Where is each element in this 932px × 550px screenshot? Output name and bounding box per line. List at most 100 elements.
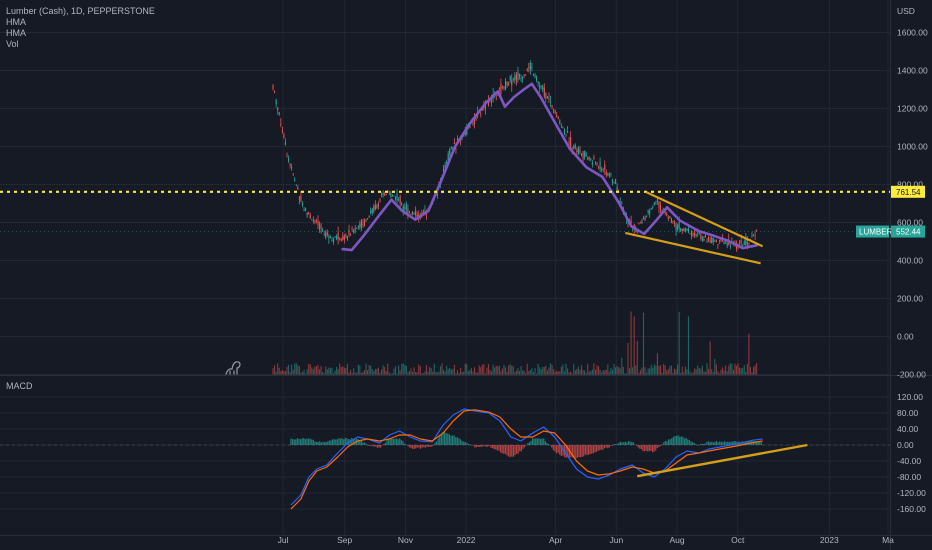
volume-bar xyxy=(342,366,344,375)
candle-body xyxy=(331,239,333,241)
volume-bar xyxy=(518,371,521,375)
candle-body xyxy=(284,141,286,145)
volume-bar xyxy=(354,372,356,375)
candle-body xyxy=(308,213,310,215)
volume-bar xyxy=(501,368,503,375)
candle-body xyxy=(281,130,283,132)
volume-bar xyxy=(385,371,387,375)
macd-tick-label: -40.00 xyxy=(897,456,921,466)
macd-histogram-bar xyxy=(367,444,369,446)
candle-body xyxy=(642,217,645,220)
volume-bar xyxy=(291,364,293,375)
macd-histogram-bar xyxy=(346,438,348,445)
volume-bar xyxy=(622,366,624,375)
candle-body xyxy=(328,236,330,239)
volume-bar xyxy=(574,370,576,375)
volume-bar xyxy=(611,369,614,375)
time-tick-label: Sep xyxy=(337,535,352,545)
macd-histogram-bar xyxy=(653,445,655,452)
macd-histogram-bar xyxy=(757,440,759,445)
candle-body xyxy=(611,179,614,183)
candle-body xyxy=(289,164,291,166)
candle-body xyxy=(570,137,572,148)
volume-bar xyxy=(402,363,404,375)
wedge-lower-line xyxy=(625,231,761,265)
macd-histogram-bar xyxy=(499,445,502,453)
volume-bar xyxy=(469,370,471,375)
macd-histogram-bar xyxy=(424,445,426,448)
macd-histogram-bar xyxy=(299,439,302,445)
symbol-title[interactable]: Lumber (Cash), 1D, PEPPERSTONE xyxy=(6,6,155,16)
volume-bar xyxy=(556,370,558,375)
candle-body xyxy=(529,62,531,70)
macd-histogram-bar xyxy=(664,440,666,445)
macd-histogram-bar xyxy=(442,431,444,445)
volume-bar xyxy=(422,372,424,375)
macd-histogram-bar xyxy=(463,441,465,445)
volume-bar xyxy=(340,367,342,375)
hma-legend-1[interactable]: HMA xyxy=(6,17,26,27)
candle-body xyxy=(588,157,590,160)
volume-bar xyxy=(739,367,741,375)
volume-bar xyxy=(749,367,751,375)
wedge-upper-line xyxy=(645,191,764,248)
macd-histogram-bar xyxy=(298,438,300,445)
volume-bar xyxy=(475,372,477,375)
macd-histogram-bar xyxy=(418,445,420,448)
candle-body xyxy=(584,150,586,157)
volume-tick-label: 200.00 xyxy=(897,294,923,304)
candle-body xyxy=(656,199,658,201)
volume-bar xyxy=(303,369,305,375)
candle-body xyxy=(562,126,564,129)
macd-histogram-bar xyxy=(549,445,551,446)
candle-body xyxy=(565,134,567,136)
volume-bar xyxy=(442,369,445,375)
volume-bar xyxy=(621,357,623,375)
volume-bar xyxy=(664,365,666,375)
volume-bar xyxy=(503,365,505,375)
macd-title[interactable]: MACD xyxy=(6,381,33,391)
candle-body xyxy=(340,238,342,240)
macd-histogram-bar xyxy=(579,445,582,458)
candle-body xyxy=(723,241,725,245)
candle-body xyxy=(714,240,716,242)
volume-bar xyxy=(483,364,485,375)
candle-body xyxy=(286,154,288,156)
macd-histogram-bar xyxy=(679,436,681,445)
macd-histogram-bar xyxy=(591,445,593,454)
hma-legend-2[interactable]: HMA xyxy=(6,28,26,38)
volume-bar xyxy=(590,371,592,375)
volume-bar xyxy=(601,372,603,375)
candle-body xyxy=(646,215,648,217)
volume-bar xyxy=(278,367,280,375)
candle-body xyxy=(311,219,313,221)
macd-histogram-bar xyxy=(610,445,612,446)
volume-bar xyxy=(390,373,392,375)
macd-histogram-bar xyxy=(688,440,690,445)
macd-histogram-bar xyxy=(583,445,585,457)
candle-body xyxy=(374,204,376,210)
macd-histogram-bar xyxy=(621,442,623,445)
candle-body xyxy=(295,185,297,187)
candle-body xyxy=(345,235,347,238)
macd-histogram-bar xyxy=(655,445,657,451)
volume-bar xyxy=(430,368,432,375)
volume-bar xyxy=(566,368,569,375)
macd-histogram-bar xyxy=(527,443,529,445)
volume-bar xyxy=(495,365,497,375)
macd-histogram-bar xyxy=(461,441,463,445)
time-tick-label: Apr xyxy=(549,535,562,545)
volume-legend[interactable]: Vol xyxy=(6,39,19,49)
candle-body xyxy=(585,153,587,157)
macd-histogram-bar xyxy=(363,442,366,445)
candle-body xyxy=(673,222,676,224)
macd-histogram-bar xyxy=(498,445,500,451)
volume-bar xyxy=(300,373,302,375)
macd-histogram-bar xyxy=(647,445,649,452)
macd-histogram-bar xyxy=(511,445,513,457)
volume-bar xyxy=(633,316,635,375)
volume-bar xyxy=(537,363,539,375)
candle-body xyxy=(363,219,366,226)
volume-bar xyxy=(408,370,410,375)
